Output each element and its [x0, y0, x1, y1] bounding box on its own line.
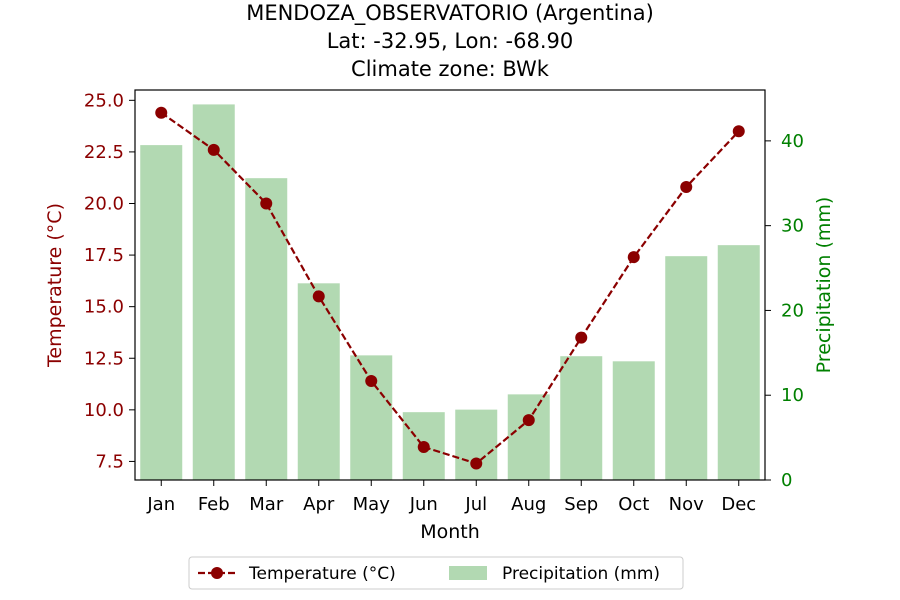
y-right-tick-label: 30: [781, 216, 804, 237]
x-tick-label-apr: Apr: [303, 494, 335, 515]
precipitation-bars: [140, 104, 760, 481]
x-tick-label-dec: Dec: [721, 494, 756, 515]
temp-point-aug: [522, 414, 535, 427]
y-left-tick-label: 25.0: [84, 90, 124, 111]
temp-point-mar: [260, 197, 273, 210]
y-left-tick-label: 17.5: [84, 245, 124, 266]
precip-bar-nov: [665, 256, 708, 480]
y-left-tick-label: 15.0: [84, 297, 124, 318]
y-axis-right: 0 10 20 30 40: [765, 131, 804, 491]
y-left-tick-label: 10.0: [84, 400, 124, 421]
x-tick-label-nov: Nov: [669, 494, 704, 515]
precip-bar-feb: [192, 104, 235, 481]
x-tick-label-aug: Aug: [511, 494, 546, 515]
y-axis-left-label: Temperature (°C): [44, 203, 66, 368]
y-left-tick-label: 22.5: [84, 142, 124, 163]
y-right-tick-label: 0: [781, 470, 792, 491]
chart-title-line-2: Lat: -32.95, Lon: -68.90: [327, 29, 574, 53]
temperature-series: [155, 106, 745, 470]
y-right-tick-label: 10: [781, 385, 804, 406]
legend: Temperature (°C) Precipitation (mm): [188, 556, 684, 590]
precip-bar-apr: [297, 283, 340, 480]
precip-bar-may: [350, 355, 393, 480]
x-axis: Jan Feb Mar Apr May Jun Jul Aug Sep Oct Nov Dec: [146, 480, 756, 515]
temp-point-oct: [627, 251, 640, 264]
temp-point-jun: [417, 440, 430, 453]
temp-point-apr: [312, 290, 325, 303]
temp-point-feb: [207, 143, 220, 156]
precip-bar-dec: [717, 245, 760, 480]
legend-box: [188, 556, 684, 590]
precip-bar-jan: [140, 145, 183, 480]
temp-point-dec: [732, 125, 745, 138]
legend-precipitation-label: Precipitation (mm): [502, 564, 660, 584]
x-axis-label: Month: [420, 521, 480, 543]
legend-precipitation-swatch: [449, 566, 487, 580]
y-axis-right-label: Precipitation (mm): [813, 197, 835, 374]
y-right-tick-label: 20: [781, 300, 804, 321]
precip-bar-sep: [560, 356, 603, 480]
precip-bar-mar: [245, 178, 288, 480]
temp-point-jul: [470, 457, 483, 470]
temp-point-may: [365, 374, 378, 387]
y-right-tick-label: 40: [781, 131, 804, 152]
x-tick-label-mar: Mar: [249, 494, 284, 515]
x-tick-label-sep: Sep: [564, 494, 598, 515]
temp-point-nov: [680, 180, 693, 193]
precip-bar-aug: [507, 394, 550, 480]
legend-temperature-marker: [211, 567, 223, 579]
x-tick-label-may: May: [353, 494, 391, 515]
y-left-tick-label: 20.0: [84, 193, 124, 214]
x-tick-label-jun: Jun: [409, 494, 438, 515]
legend-temperature-label: Temperature (°C): [248, 564, 396, 584]
temperature-line: [160, 111, 740, 465]
chart-title-line-1: MENDOZA_OBSERVATORIO (Argentina): [246, 1, 654, 26]
plot-frame: [134, 89, 766, 481]
temp-point-sep: [575, 331, 588, 344]
x-tick-label-feb: Feb: [198, 494, 230, 515]
precip-bar-oct: [612, 361, 655, 480]
y-left-tick-label: 7.5: [95, 451, 124, 472]
chart-title-line-3: Climate zone: BWk: [351, 57, 550, 81]
y-axis-left: 7.5 10.0 12.5 15.0 17.5 20.0 22.5 25.0: [84, 90, 135, 472]
y-left-tick-label: 12.5: [84, 348, 124, 369]
x-tick-label-jul: Jul: [464, 494, 487, 515]
temp-point-jan: [155, 106, 168, 119]
x-tick-label-jan: Jan: [146, 494, 175, 515]
x-tick-label-oct: Oct: [618, 494, 649, 515]
